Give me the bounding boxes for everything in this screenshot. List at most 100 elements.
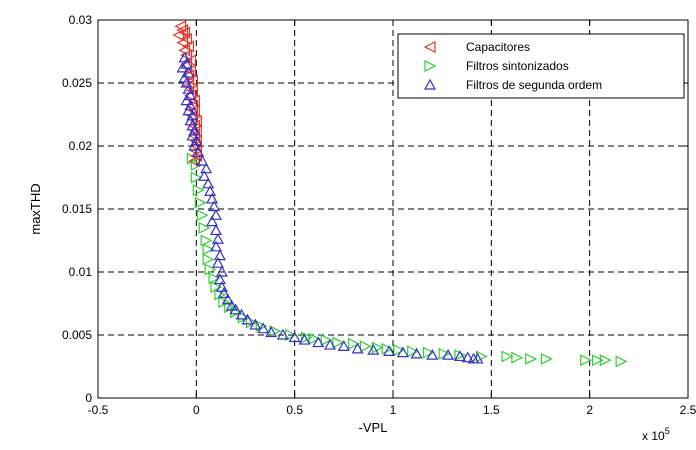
data-point xyxy=(511,351,524,364)
data-point xyxy=(198,221,211,234)
data-point xyxy=(257,322,270,334)
data-point xyxy=(265,326,278,338)
data-point xyxy=(332,336,345,349)
legend-box xyxy=(397,33,685,99)
y-tick-label: 0.03 xyxy=(69,13,93,27)
data-point xyxy=(426,348,439,360)
data-point xyxy=(182,40,195,53)
data-point xyxy=(186,74,198,87)
data-point xyxy=(245,316,258,329)
plot-area-frame xyxy=(97,19,689,399)
data-point xyxy=(172,29,185,42)
data-point xyxy=(221,293,234,305)
data-point xyxy=(580,354,593,367)
data-point xyxy=(501,350,514,363)
data-point xyxy=(407,345,420,358)
data-point xyxy=(198,170,211,181)
data-point xyxy=(176,36,189,49)
data-point xyxy=(461,351,474,363)
data-point xyxy=(208,200,221,212)
x-axis-exponent-base: x 10 xyxy=(642,429,665,443)
data-point xyxy=(188,139,201,151)
data-point xyxy=(178,26,191,39)
data-point xyxy=(176,24,189,37)
legend-marker xyxy=(424,60,437,72)
x-axis-exponent-power: 5 xyxy=(665,426,670,436)
data-point xyxy=(471,352,484,364)
x-tick-label: 1 xyxy=(390,403,397,417)
x-tick-label: 0.5 xyxy=(286,403,303,417)
y-tick-label: 0.015 xyxy=(62,202,92,216)
data-point xyxy=(396,346,409,358)
data-point xyxy=(190,171,203,184)
y-tick-label: 0.005 xyxy=(62,328,92,342)
data-point xyxy=(255,320,268,333)
data-point xyxy=(324,338,337,350)
data-point xyxy=(249,318,262,330)
data-point xyxy=(241,313,254,325)
data-point xyxy=(308,332,321,345)
data-point xyxy=(192,184,205,197)
data-point xyxy=(540,352,553,365)
legend-entry-label: Filtros de segunda ordem xyxy=(466,78,602,92)
data-point xyxy=(202,253,215,266)
data-point xyxy=(229,303,242,315)
data-point xyxy=(381,342,394,355)
axis-ticks: -0.5 0 0.5 1 1.5 2 2.500.0050.010.0150.020.025… xyxy=(62,13,696,417)
x-tick-label: 1.5 xyxy=(483,403,500,417)
x-tick-label: 0 xyxy=(193,403,200,417)
data-point xyxy=(422,346,435,359)
data-point xyxy=(442,348,455,360)
data-point xyxy=(202,243,215,256)
data-point xyxy=(217,287,230,299)
data-point xyxy=(182,66,195,78)
data-point xyxy=(351,342,364,354)
data-point xyxy=(211,233,224,244)
data-point xyxy=(525,352,538,365)
data-point xyxy=(225,299,238,311)
data-point xyxy=(337,340,350,351)
data-point xyxy=(204,185,217,196)
data-point xyxy=(237,311,250,324)
data-point xyxy=(180,49,193,62)
legend: Capacitores Filtros sintonizados Filtros d… xyxy=(397,33,685,99)
data-point xyxy=(393,344,406,357)
data-point xyxy=(298,333,311,345)
legend-marker xyxy=(423,78,437,90)
data-point xyxy=(206,215,219,227)
data-point xyxy=(320,334,333,347)
data-point xyxy=(204,263,217,276)
data-point xyxy=(454,349,467,362)
data-point xyxy=(276,328,289,340)
data-point xyxy=(184,54,197,67)
data-point xyxy=(288,331,301,343)
data-point xyxy=(208,272,221,285)
legend-entry-label: Capacitores xyxy=(466,40,530,54)
data-point xyxy=(182,104,195,116)
data-point xyxy=(213,273,226,285)
data-point xyxy=(206,192,219,204)
data-point xyxy=(209,224,223,236)
data-point xyxy=(348,337,361,350)
data-point xyxy=(235,308,248,320)
y-axis-label: maxTHD xyxy=(28,183,43,234)
data-point xyxy=(218,296,231,309)
data-point xyxy=(453,350,466,362)
data-point xyxy=(211,256,224,268)
legend-marker xyxy=(423,41,436,53)
data-point xyxy=(196,209,209,222)
data-point xyxy=(186,129,199,141)
data-point xyxy=(196,154,209,166)
data-point xyxy=(182,79,195,92)
data-point xyxy=(202,177,215,189)
data-point xyxy=(209,240,223,252)
data-point xyxy=(180,32,193,45)
data-point xyxy=(200,162,213,174)
x-axis-label: -VPL xyxy=(359,420,388,435)
data-point xyxy=(300,331,313,344)
x-tick-label: 2 xyxy=(586,403,593,417)
y-tick-label: 0.025 xyxy=(62,76,92,90)
data-point xyxy=(194,196,207,209)
data-point xyxy=(367,343,380,355)
